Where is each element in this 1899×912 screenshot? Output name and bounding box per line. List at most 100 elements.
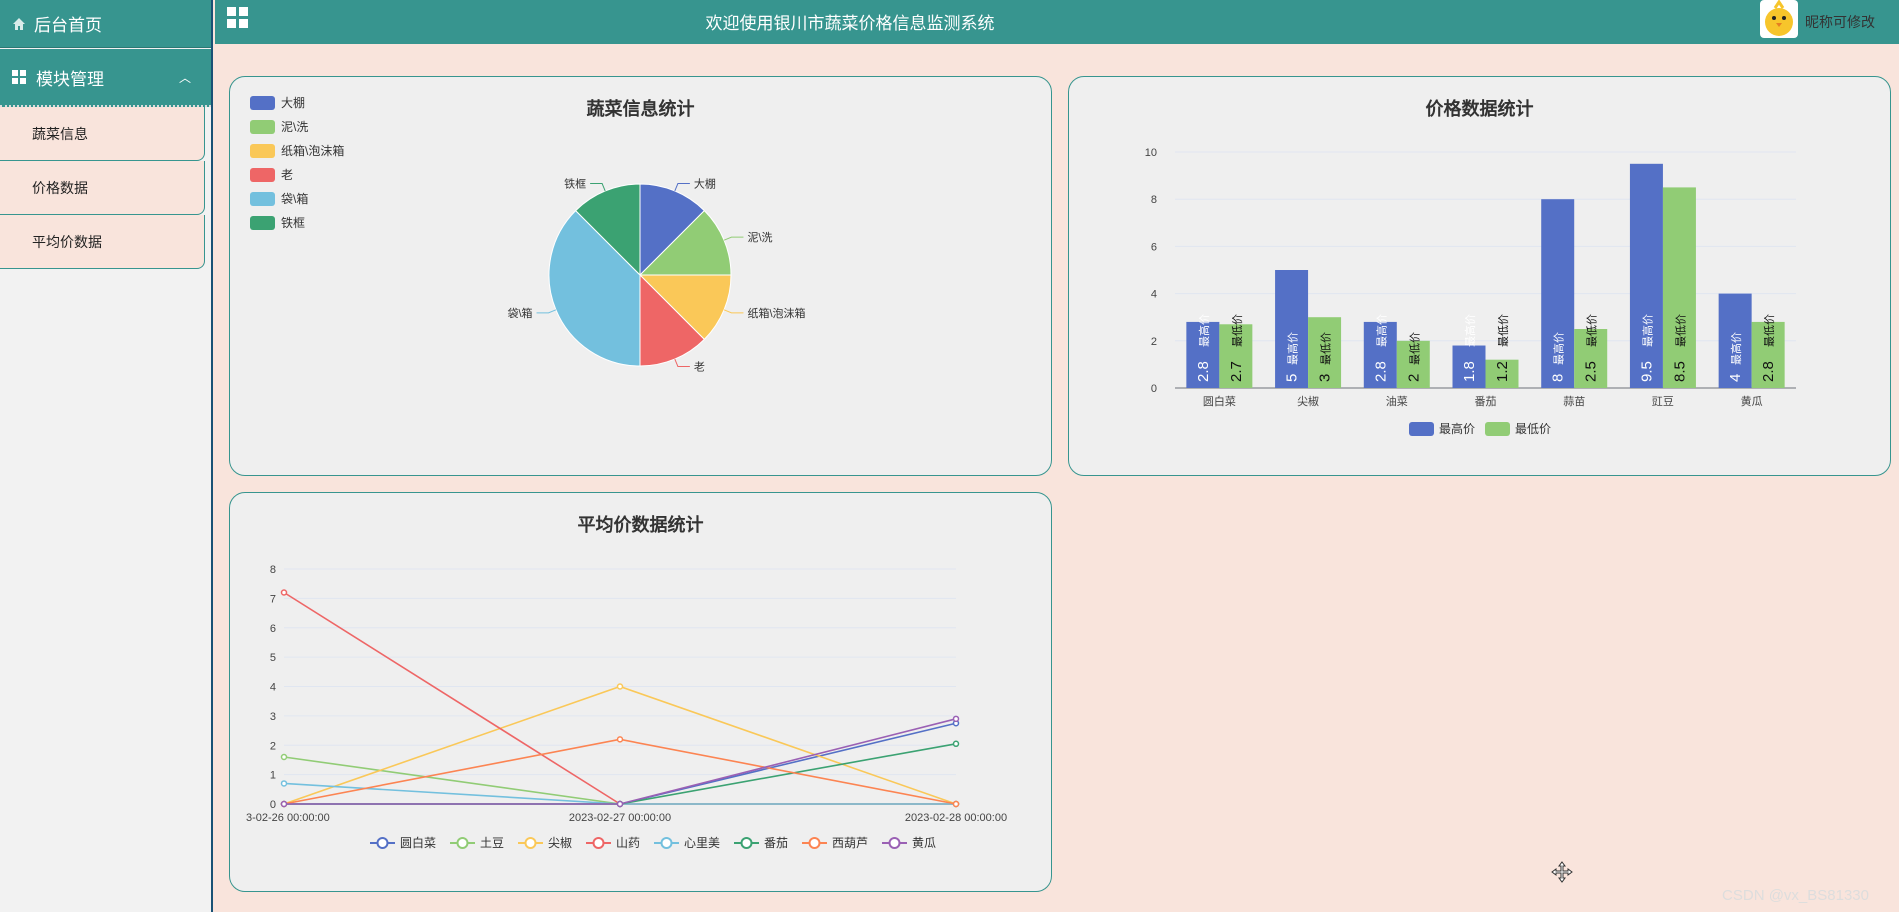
line-legend-marker[interactable] [888, 837, 901, 849]
pie-legend-swatch[interactable] [250, 192, 275, 206]
pie-legend-swatch[interactable] [250, 168, 275, 182]
line-x-tick-label: 2023-02-28 00:00:00 [905, 812, 1007, 824]
bar-data-label: 2.8 最低价 [1760, 314, 1777, 382]
bar-series-label: 最高价 [1374, 314, 1388, 347]
bar-y-tick-label: 6 [1151, 241, 1157, 253]
pie-legend-label[interactable]: 大棚 [281, 95, 305, 110]
bar[interactable] [1541, 199, 1575, 388]
bar[interactable] [1629, 163, 1663, 388]
bar[interactable] [1452, 345, 1486, 388]
line-legend-marker[interactable] [376, 837, 389, 849]
line-point[interactable] [616, 800, 624, 808]
bar-series-label: 最低价 [1320, 332, 1333, 365]
pie-legend-swatch[interactable] [250, 120, 275, 134]
bar-legend-swatch[interactable] [1409, 422, 1434, 436]
pie-slice[interactable] [639, 273, 706, 367]
line-point[interactable] [280, 589, 288, 596]
sidebar-item-vegetable-info[interactable]: 蔬菜信息 [0, 107, 205, 161]
bar-legend-label[interactable]: 最低价 [1515, 422, 1551, 436]
bar-data-label: 2 最低价 [1405, 332, 1422, 382]
line-y-tick-label: 5 [270, 652, 276, 664]
pie-legend-label[interactable]: 泥\洗 [281, 120, 308, 134]
sidebar-item-average-price[interactable]: 平均价数据 [0, 215, 205, 269]
bar-value-label: 8.5 [1671, 361, 1688, 382]
line-series[interactable] [284, 742, 957, 805]
bar-y-tick-label: 4 [1151, 289, 1157, 301]
bar[interactable] [1219, 324, 1253, 388]
menu-grid-icon[interactable] [227, 7, 249, 29]
sidebar-home[interactable]: 后台首页 [0, 0, 211, 48]
pie-slice-label: 袋\箱 [507, 306, 532, 320]
bar[interactable] [1718, 293, 1752, 388]
home-icon [13, 17, 25, 30]
line-legend-marker[interactable] [660, 837, 673, 849]
bar[interactable] [1275, 270, 1309, 388]
line-legend-label[interactable]: 黄瓜 [912, 836, 936, 850]
line-legend-marker[interactable] [740, 837, 753, 849]
sidebar-module-toggle[interactable]: 模块管理 ︿ [0, 49, 211, 107]
line-series[interactable] [283, 756, 956, 805]
pie-legend-label[interactable]: 纸箱\泡沫箱 [281, 143, 344, 158]
line-legend-marker[interactable] [456, 837, 469, 849]
line-legend-label[interactable]: 尖椒 [548, 836, 572, 850]
pie-slice[interactable] [548, 209, 641, 367]
pie-legend-label[interactable]: 老 [281, 168, 293, 182]
line-point[interactable] [952, 800, 960, 808]
pie-slice[interactable] [638, 209, 732, 276]
line-point[interactable] [280, 800, 288, 808]
line-point[interactable] [280, 780, 288, 787]
line-chart-title: 平均价数据统计 [577, 515, 704, 535]
line-point[interactable] [952, 715, 960, 723]
line-legend-label[interactable]: 圆白菜 [400, 835, 436, 850]
line-series[interactable] [284, 722, 957, 805]
bar[interactable] [1186, 321, 1220, 388]
bar[interactable] [1363, 321, 1397, 388]
line-point[interactable] [616, 683, 624, 690]
line-legend-label[interactable]: 西葫芦 [832, 836, 868, 850]
line-point[interactable] [616, 736, 624, 743]
bar-data-label: 2.5 最低价 [1583, 314, 1600, 382]
line-y-tick-label: 3 [270, 711, 276, 723]
avatar[interactable] [1760, 0, 1798, 38]
bar-data-label: 4 最高价 [1727, 332, 1744, 382]
user-nickname[interactable]: 昵称可修改 [1805, 14, 1875, 30]
bar[interactable] [1574, 329, 1608, 388]
bar-value-label: 2 [1405, 374, 1422, 382]
bar[interactable] [1751, 321, 1785, 388]
sidebar-item-label: 平均价数据 [32, 233, 102, 250]
line-legend-marker[interactable] [808, 837, 821, 849]
pie-legend-swatch[interactable] [250, 216, 275, 230]
line-series[interactable] [283, 591, 956, 805]
bar-data-label: 3 最低价 [1317, 332, 1334, 382]
bar-data-label: 8.5 最低价 [1671, 314, 1688, 382]
line-legend-marker[interactable] [524, 837, 537, 849]
pie-label-line [674, 183, 690, 192]
bar[interactable] [1662, 187, 1696, 388]
pie-slice[interactable] [639, 183, 706, 277]
sidebar-item-price-data[interactable]: 价格数据 [0, 161, 205, 215]
bar[interactable] [1396, 340, 1430, 388]
bar-series-label: 最高价 [1552, 332, 1566, 365]
line-legend-marker[interactable] [592, 837, 605, 849]
pie-slice[interactable] [574, 183, 641, 277]
bar-legend-swatch[interactable] [1485, 422, 1510, 436]
line-legend-label[interactable]: 土豆 [480, 836, 504, 850]
line-legend-label[interactable]: 心里美 [684, 836, 720, 850]
pie-legend-swatch[interactable] [250, 144, 275, 158]
bar[interactable] [1308, 317, 1342, 388]
bar-y-tick-label: 10 [1145, 147, 1157, 159]
bar-value-label: 9.5 [1638, 361, 1655, 382]
top-header: 欢迎使用银川市蔬菜价格信息监测系统 昵称可修改 [215, 0, 1899, 44]
line-point[interactable] [280, 753, 288, 761]
line-point[interactable] [952, 740, 960, 748]
pie-legend-swatch[interactable] [250, 96, 275, 110]
bar-legend-label[interactable]: 最高价 [1439, 421, 1475, 436]
pie-legend-label[interactable]: 铁框 [281, 216, 305, 230]
bar-x-tick-label: 番茄 [1475, 394, 1497, 408]
bar-x-tick-label: 圆白菜 [1203, 394, 1236, 408]
line-legend-label[interactable]: 山药 [616, 836, 640, 850]
pie-legend-label[interactable]: 袋\箱 [281, 191, 308, 206]
pie-slice[interactable] [638, 274, 732, 341]
line-legend-label[interactable]: 番茄 [764, 836, 788, 850]
bar[interactable] [1485, 359, 1519, 388]
